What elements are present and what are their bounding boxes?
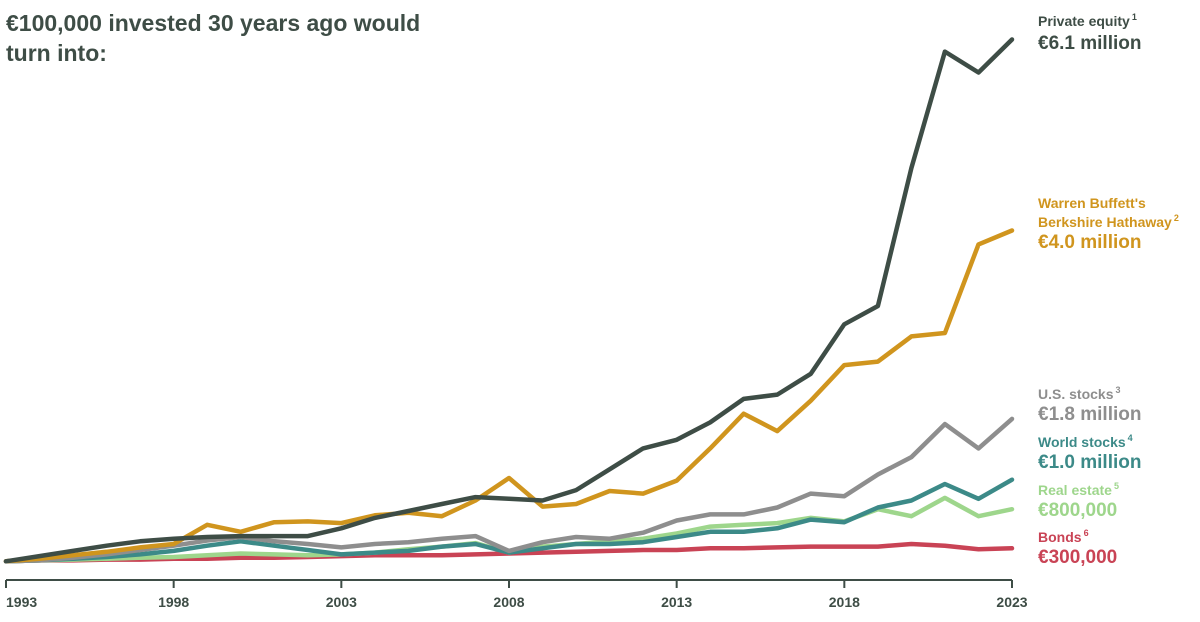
x-tick-label: 2018 (829, 594, 860, 610)
x-tick-label: 1993 (6, 594, 37, 610)
series-final-value: €6.1 million (1038, 33, 1141, 54)
series-label-name: World stocks 4 (1038, 433, 1133, 450)
series-labels: Bonds 6 €300,000 Real estate 5 €800,000 World … (1038, 12, 1179, 568)
series-lines (3, 37, 1015, 564)
series-final-value: €1.0 million (1038, 452, 1141, 473)
series-line-warren-buffett-s-berkshire-hathaway (3, 228, 1015, 564)
series-label-name: Private equity 1 (1038, 12, 1137, 29)
series-line-private-equity (3, 37, 1015, 564)
series-final-value: €4.0 million (1038, 232, 1141, 253)
x-axis: 1993 1998 2003 2008 2013 2018 2023 (5, 579, 1028, 610)
chart-title: €100,000 invested 30 years ago would tur… (6, 10, 421, 66)
series-final-value: €300,000 (1038, 547, 1117, 568)
series-label-name: Bonds 6 (1038, 528, 1089, 545)
series-label-name: Real estate 5 (1038, 481, 1119, 498)
series-label-name: U.S. stocks 3 (1038, 385, 1121, 402)
x-tick-label: 1998 (158, 594, 189, 610)
x-tick-label: 2003 (326, 594, 357, 610)
series-final-value: €1.8 million (1038, 404, 1141, 425)
x-tick-label: 2023 (996, 594, 1027, 610)
series-label-name: Berkshire Hathaway 2 (1038, 213, 1179, 230)
x-tick-label: 2008 (493, 594, 524, 610)
x-tick-label: 2013 (661, 594, 692, 610)
series-label-name: Warren Buffett's (1038, 195, 1146, 211)
series-final-value: €800,000 (1038, 500, 1117, 521)
